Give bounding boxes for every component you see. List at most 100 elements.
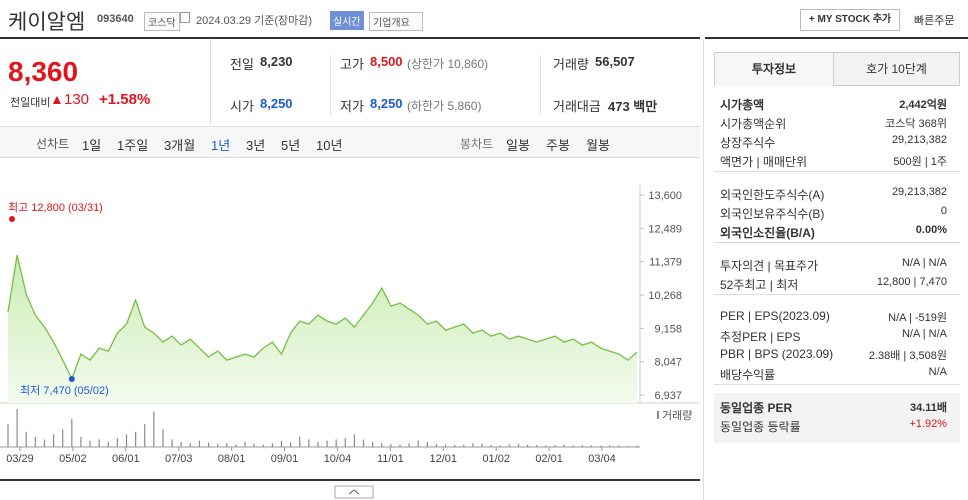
volume-bar <box>326 440 328 447</box>
quote-value: 56,507 <box>595 54 635 69</box>
candle-tab[interactable]: 일봉 <box>506 138 530 153</box>
info-value: 2,442억원 <box>899 99 947 111</box>
divider <box>703 39 704 500</box>
volume-bar <box>25 431 27 447</box>
volume-bar <box>226 443 228 447</box>
info-value: 29,213,382 <box>891 134 947 146</box>
volume-bar <box>517 443 520 447</box>
info-label: 시가총액순위 <box>720 117 787 131</box>
volume-bar <box>71 419 73 447</box>
period-tab[interactable]: 1주일 <box>117 138 149 153</box>
tab[interactable]: 호가 10단계 <box>833 52 960 86</box>
toggle-button[interactable] <box>334 485 374 499</box>
period-tab[interactable]: 3개월 <box>164 138 196 153</box>
realtime-badge[interactable]: 실시간 <box>330 11 364 30</box>
info-value: 12,800 | 7,470 <box>876 276 947 288</box>
volume-bar <box>98 439 100 447</box>
volume-bar <box>244 441 246 447</box>
info-label: 52주최고 | 최저 <box>720 278 799 292</box>
x-tick-label: 11/01 <box>377 453 404 465</box>
volume-bar <box>572 445 574 447</box>
volume-bar <box>636 445 638 447</box>
volume-bar <box>308 439 310 447</box>
volume-bar <box>545 445 547 447</box>
info-label: PBR | BPS (2023.09) <box>720 347 834 361</box>
period-tab[interactable]: 1일 <box>82 138 102 153</box>
candle-tab[interactable]: 주봉 <box>546 138 570 153</box>
volume-bar <box>481 443 483 447</box>
volume-bar <box>499 445 501 447</box>
info-label: 투자의견 | 목표주가 <box>720 259 819 273</box>
info-label: 상장주식수 <box>720 136 776 150</box>
x-tick-label: 01/02 <box>482 453 510 465</box>
x-tick-label: 08/01 <box>218 453 246 465</box>
top-border <box>705 37 968 39</box>
toggle-icon <box>348 489 360 495</box>
volume-bar <box>235 444 237 447</box>
info-label: 외국인한도주식수(A) <box>720 188 825 202</box>
calendar-icon <box>180 12 190 23</box>
volume-bar <box>554 445 556 447</box>
volume-bar <box>217 443 219 447</box>
volume-bar <box>590 445 593 447</box>
y-tick-label: 12,489 <box>648 223 682 235</box>
candle-tab[interactable]: 월봉 <box>586 138 610 153</box>
volume-bar <box>80 436 82 447</box>
info-label: 외국인소진율(B/A) <box>720 226 815 240</box>
section-line <box>714 242 960 243</box>
x-tick-label: 06/01 <box>112 453 140 465</box>
y-tick-label: 9,158 <box>654 323 682 335</box>
info-value: N/A <box>928 366 947 378</box>
period-tab[interactable]: 10년 <box>316 138 343 153</box>
x-tick-label: 03/04 <box>588 453 616 465</box>
chart: 13,600 12,489 11,379 10,268 9,158 8,047 6,937 최… <box>0 185 700 499</box>
x-tick-label: 05/02 <box>59 453 87 465</box>
volume-bar <box>399 444 401 447</box>
volume-bar <box>189 443 191 447</box>
info-value: 34.11배 <box>909 402 947 414</box>
quick-order[interactable]: 빠른주문 <box>914 15 955 27</box>
market-badge: 코스닥 <box>144 12 180 31</box>
price-line <box>7 254 638 381</box>
info-value: +1.92% <box>909 418 947 430</box>
tab[interactable]: 투자정보 <box>714 52 834 86</box>
volume-bar <box>390 443 392 447</box>
volume-bar <box>280 440 283 447</box>
x-tick-label: 03/29 <box>6 453 34 465</box>
quote-label: 거래량 <box>553 57 589 72</box>
volume-bar <box>472 443 474 447</box>
top-border <box>0 37 700 39</box>
change-label: 전일대비 <box>10 97 51 109</box>
volume-bar <box>253 443 255 447</box>
y-tick-label: 10,268 <box>648 290 682 302</box>
mystock-button[interactable]: + MY STOCK 추가 <box>800 9 900 31</box>
volume-bar <box>417 440 419 447</box>
volume-bar <box>454 444 456 447</box>
volume-bar <box>153 411 155 447</box>
volume-bar <box>599 445 602 447</box>
volume-bar <box>444 444 447 447</box>
volume-bar <box>43 439 46 447</box>
volume-bar <box>144 424 146 447</box>
volume-bar <box>381 443 383 447</box>
volume-bar <box>125 434 128 447</box>
info-value: 29,213,382 <box>891 186 947 198</box>
volume-bar <box>527 444 529 447</box>
quote-value: 473 백만 <box>608 99 658 114</box>
change-arrow: ▲ <box>50 91 64 107</box>
change-value: 130 <box>64 91 90 108</box>
tab-label: 봉차트 <box>460 137 494 151</box>
overview-dropdown[interactable]: 기업개요 <box>369 12 423 31</box>
volume-bar <box>581 444 583 447</box>
quote-note: (상한가 10,860) <box>407 57 489 71</box>
volume-bar <box>116 438 118 447</box>
change-rate: +1.58% <box>99 91 151 108</box>
volume-bar <box>171 439 173 447</box>
period-tab[interactable]: 1년 <box>211 138 231 153</box>
period-tab[interactable]: 3년 <box>246 138 266 153</box>
period-tab[interactable]: 5년 <box>281 138 301 153</box>
volume-legend: 거래량 <box>662 409 692 422</box>
info-label: 시가총액 <box>720 98 765 112</box>
x-tick-label: 07/03 <box>165 453 193 465</box>
